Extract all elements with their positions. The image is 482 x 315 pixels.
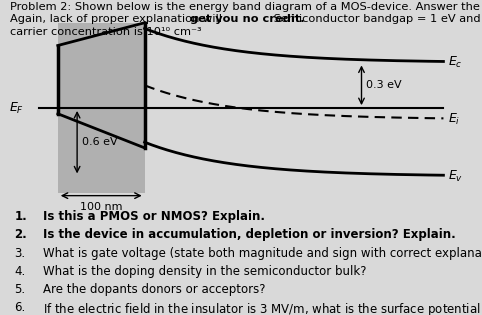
Text: Are the dopants donors or acceptors?: Are the dopants donors or acceptors?: [43, 283, 266, 296]
Text: 100 nm: 100 nm: [80, 203, 122, 213]
Text: $E_v$: $E_v$: [448, 169, 463, 184]
Text: $E_F$: $E_F$: [9, 100, 24, 116]
Text: get you no credit.: get you no credit.: [190, 14, 305, 24]
Text: 3.: 3.: [14, 247, 26, 260]
Text: What is gate voltage (state both magnitude and sign with correct explanation): What is gate voltage (state both magnitu…: [43, 247, 482, 260]
Text: 2.: 2.: [14, 228, 27, 242]
Text: 1.: 1.: [14, 210, 27, 223]
Text: 4.: 4.: [14, 265, 26, 278]
Text: 0.3 eV: 0.3 eV: [366, 80, 402, 90]
Text: What is the doping density in the semiconductor bulk?: What is the doping density in the semico…: [43, 265, 367, 278]
Text: $E_i$: $E_i$: [448, 112, 460, 127]
Text: Again, lack of proper explanation will: Again, lack of proper explanation will: [10, 14, 225, 24]
Text: 0.6 eV: 0.6 eV: [82, 137, 118, 147]
Text: Is the device in accumulation, depletion or inversion? Explain.: Is the device in accumulation, depletion…: [43, 228, 456, 242]
Text: $E_c$: $E_c$: [448, 55, 463, 70]
Text: Semiconductor bandgap = 1 eV and intrinsic: Semiconductor bandgap = 1 eV and intrins…: [270, 14, 482, 24]
Text: If the electric field in the insulator is 3 MV/m, what is the surface potential : If the electric field in the insulator i…: [43, 301, 482, 315]
Text: Problem 2: Shown below is the energy band diagram of a MOS-device. Answer the fo: Problem 2: Shown below is the energy ban…: [10, 2, 482, 12]
Text: carrier concentration is 10¹⁰ cm⁻³: carrier concentration is 10¹⁰ cm⁻³: [10, 27, 201, 37]
Text: 6.: 6.: [14, 301, 26, 314]
Text: Is this a PMOS or NMOS? Explain.: Is this a PMOS or NMOS? Explain.: [43, 210, 266, 223]
Polygon shape: [58, 23, 145, 193]
Text: 5.: 5.: [14, 283, 26, 296]
